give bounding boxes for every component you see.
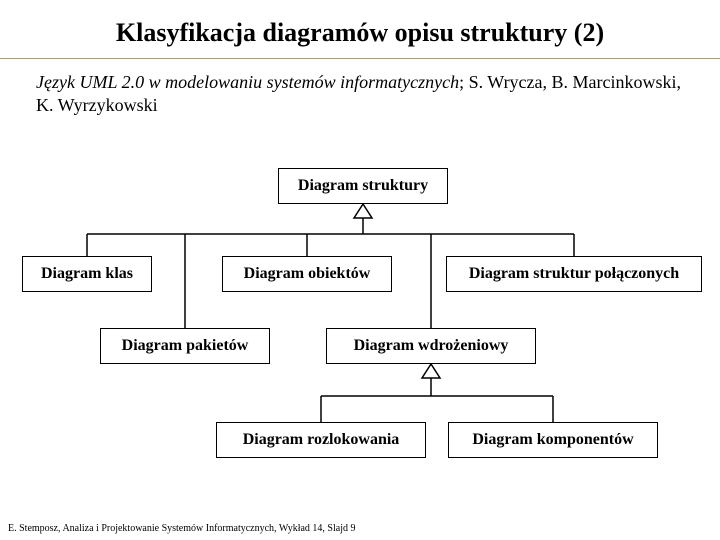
node-diagram-pakietow: Diagram pakietów bbox=[100, 328, 270, 364]
page-title: Klasyfikacja diagramów opisu struktury (… bbox=[0, 0, 720, 48]
node-diagram-klas: Diagram klas bbox=[22, 256, 152, 292]
node-diagram-polaczonych: Diagram struktur połączonych bbox=[446, 256, 702, 292]
node-diagram-struktury: Diagram struktury bbox=[278, 168, 448, 204]
slide-footer: E. Stemposz, Analiza i Projektowanie Sys… bbox=[8, 523, 355, 534]
citation-italic: Język UML 2.0 w modelowaniu systemów inf… bbox=[36, 72, 459, 92]
citation: Język UML 2.0 w modelowaniu systemów inf… bbox=[0, 71, 720, 118]
node-diagram-rozlokowania: Diagram rozlokowania bbox=[216, 422, 426, 458]
node-diagram-komponentow: Diagram komponentów bbox=[448, 422, 658, 458]
node-diagram-obiektow: Diagram obiektów bbox=[222, 256, 392, 292]
divider bbox=[0, 58, 720, 59]
node-diagram-wdrozeniowy: Diagram wdrożeniowy bbox=[326, 328, 536, 364]
